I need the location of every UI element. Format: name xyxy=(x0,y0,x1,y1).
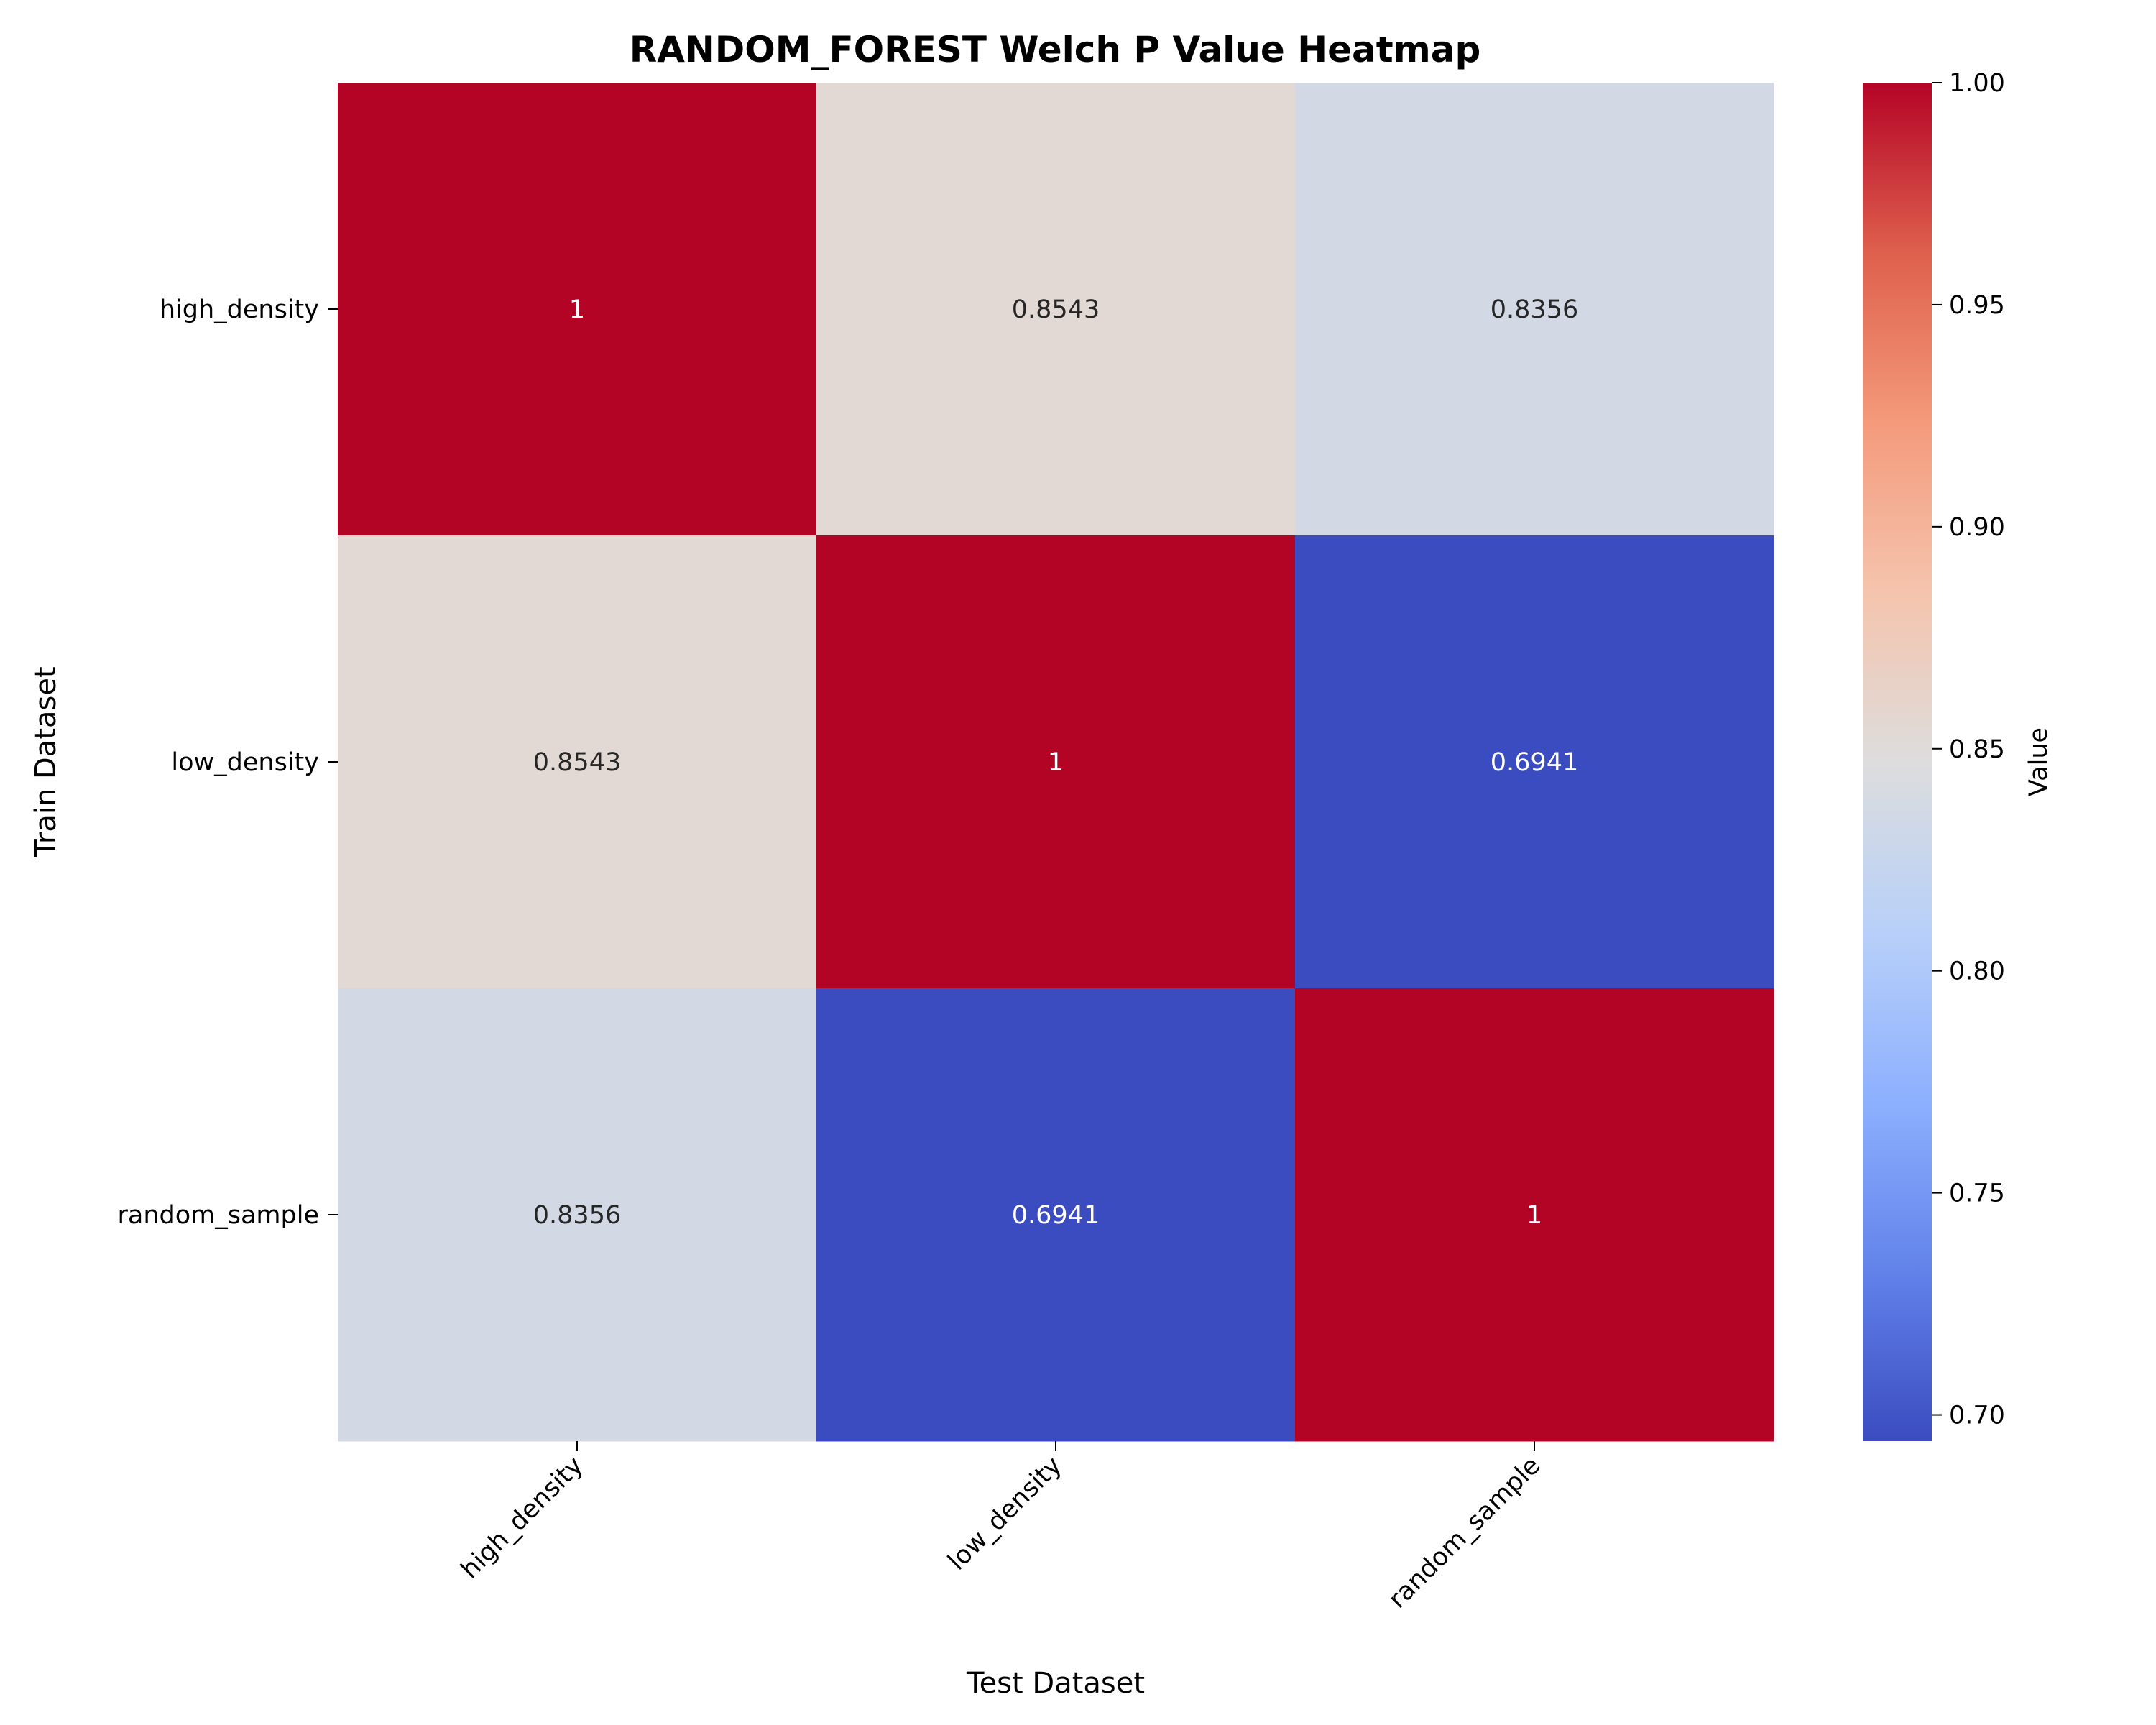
cell-value-label: 0.8543 xyxy=(533,748,621,777)
x-tick-label: random_sample xyxy=(1383,1451,1547,1614)
x-tick-label: high_density xyxy=(456,1451,589,1584)
heatmap-cells: 1 0.8543 0.8356 0.8543 1 0.6941 0.8356 0.6941 1 xyxy=(338,83,1774,1442)
colorbar-label: Value xyxy=(2024,727,2053,796)
heatmap-cell xyxy=(816,988,1296,1442)
heatmap-cell xyxy=(816,535,1296,989)
y-axis-label: Train Dataset xyxy=(29,666,63,857)
colorbar-tick-label: 0.80 xyxy=(1949,957,2005,986)
y-tick-label: low_density xyxy=(171,748,319,777)
cell-value-label: 1 xyxy=(569,295,585,324)
heatmap-cell xyxy=(338,83,817,536)
y-axis-ticks: high_density low_density random_sample xyxy=(118,295,338,1230)
cell-value-label: 0.8356 xyxy=(1491,295,1578,324)
cell-value-label: 0.6941 xyxy=(1012,1201,1100,1230)
heatmap-cell xyxy=(338,535,817,989)
colorbar-tick-label: 0.90 xyxy=(1949,513,2005,542)
heatmap-cell xyxy=(816,83,1296,536)
colorbar-tick-label: 1.00 xyxy=(1949,69,2005,98)
colorbar-tick-label: 0.75 xyxy=(1949,1179,2005,1208)
colorbar-tick-label: 0.95 xyxy=(1949,291,2005,320)
cell-value-label: 1 xyxy=(1048,748,1064,777)
x-axis-ticks: high_density low_density random_sample xyxy=(456,1441,1546,1614)
heatmap-cell xyxy=(1295,988,1774,1442)
colorbar-gradient xyxy=(1863,83,1932,1441)
heatmap-cell xyxy=(338,988,817,1442)
x-tick-label: low_density xyxy=(943,1451,1068,1576)
y-tick-label: random_sample xyxy=(118,1201,320,1230)
y-tick-label: high_density xyxy=(160,295,319,324)
heatmap-cell xyxy=(1295,83,1774,536)
cell-value-label: 0.6941 xyxy=(1491,748,1578,777)
cell-value-label: 1 xyxy=(1526,1201,1542,1230)
colorbar-tick-label: 0.85 xyxy=(1949,735,2005,764)
colorbar-tick-label: 0.70 xyxy=(1949,1402,2005,1430)
x-axis-label: Test Dataset xyxy=(966,1667,1145,1700)
heatmap-cell xyxy=(1295,535,1774,989)
cell-value-label: 0.8356 xyxy=(533,1201,621,1230)
colorbar: 0.70 0.75 0.80 0.85 0.90 0.95 1.00 xyxy=(1863,69,2005,1441)
cell-value-label: 0.8543 xyxy=(1012,295,1100,324)
chart-title: RANDOM_FOREST Welch P Value Heatmap xyxy=(630,29,1481,70)
